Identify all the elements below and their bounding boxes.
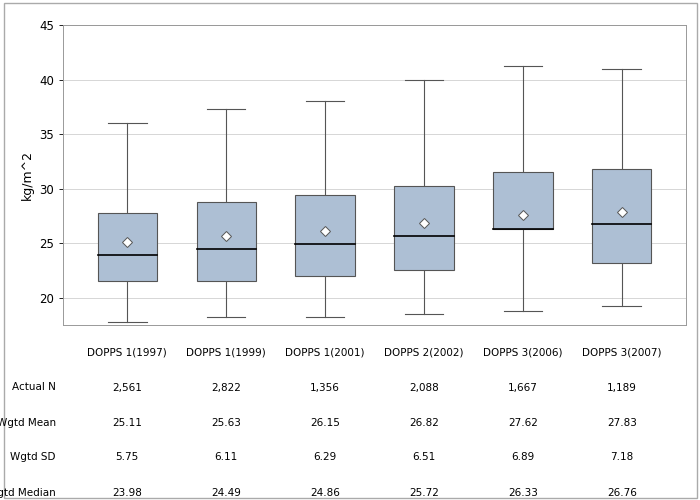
Text: Wgtd SD: Wgtd SD	[10, 452, 56, 462]
Text: DOPPS 3(2006): DOPPS 3(2006)	[483, 348, 563, 358]
Text: 24.86: 24.86	[310, 488, 340, 498]
Text: 6.51: 6.51	[412, 452, 435, 462]
Text: 6.11: 6.11	[214, 452, 238, 462]
Text: Wgtd Mean: Wgtd Mean	[0, 418, 56, 428]
Text: 1,189: 1,189	[607, 382, 637, 392]
Text: 1,356: 1,356	[310, 382, 340, 392]
Y-axis label: kg/m^2: kg/m^2	[20, 150, 34, 200]
Text: DOPPS 2(2002): DOPPS 2(2002)	[384, 348, 463, 358]
Text: 25.72: 25.72	[409, 488, 439, 498]
Bar	[394, 186, 454, 270]
Bar	[197, 202, 256, 281]
Text: 27.62: 27.62	[508, 418, 538, 428]
Text: DOPPS 3(2007): DOPPS 3(2007)	[582, 348, 661, 358]
Text: 25.11: 25.11	[112, 418, 142, 428]
Text: DOPPS 1(1997): DOPPS 1(1997)	[88, 348, 167, 358]
Text: Wgtd Median: Wgtd Median	[0, 488, 56, 498]
Text: 2,088: 2,088	[409, 382, 439, 392]
Bar	[97, 212, 157, 282]
Text: 24.49: 24.49	[211, 488, 241, 498]
Text: 26.15: 26.15	[310, 418, 340, 428]
Text: 7.18: 7.18	[610, 452, 634, 462]
Text: 2,561: 2,561	[112, 382, 142, 392]
Text: 2,822: 2,822	[211, 382, 241, 392]
Bar	[295, 195, 355, 276]
Text: 26.33: 26.33	[508, 488, 538, 498]
Text: 25.63: 25.63	[211, 418, 241, 428]
Bar	[494, 172, 552, 229]
Text: 23.98: 23.98	[112, 488, 142, 498]
Text: 5.75: 5.75	[116, 452, 139, 462]
Text: 6.89: 6.89	[511, 452, 535, 462]
Text: 6.29: 6.29	[314, 452, 337, 462]
Text: 26.76: 26.76	[607, 488, 637, 498]
Text: DOPPS 1(1999): DOPPS 1(1999)	[186, 348, 266, 358]
Text: 27.83: 27.83	[607, 418, 637, 428]
Text: 1,667: 1,667	[508, 382, 538, 392]
Text: 26.82: 26.82	[409, 418, 439, 428]
Text: DOPPS 1(2001): DOPPS 1(2001)	[286, 348, 365, 358]
Text: Actual N: Actual N	[12, 382, 56, 392]
Bar	[592, 169, 652, 263]
